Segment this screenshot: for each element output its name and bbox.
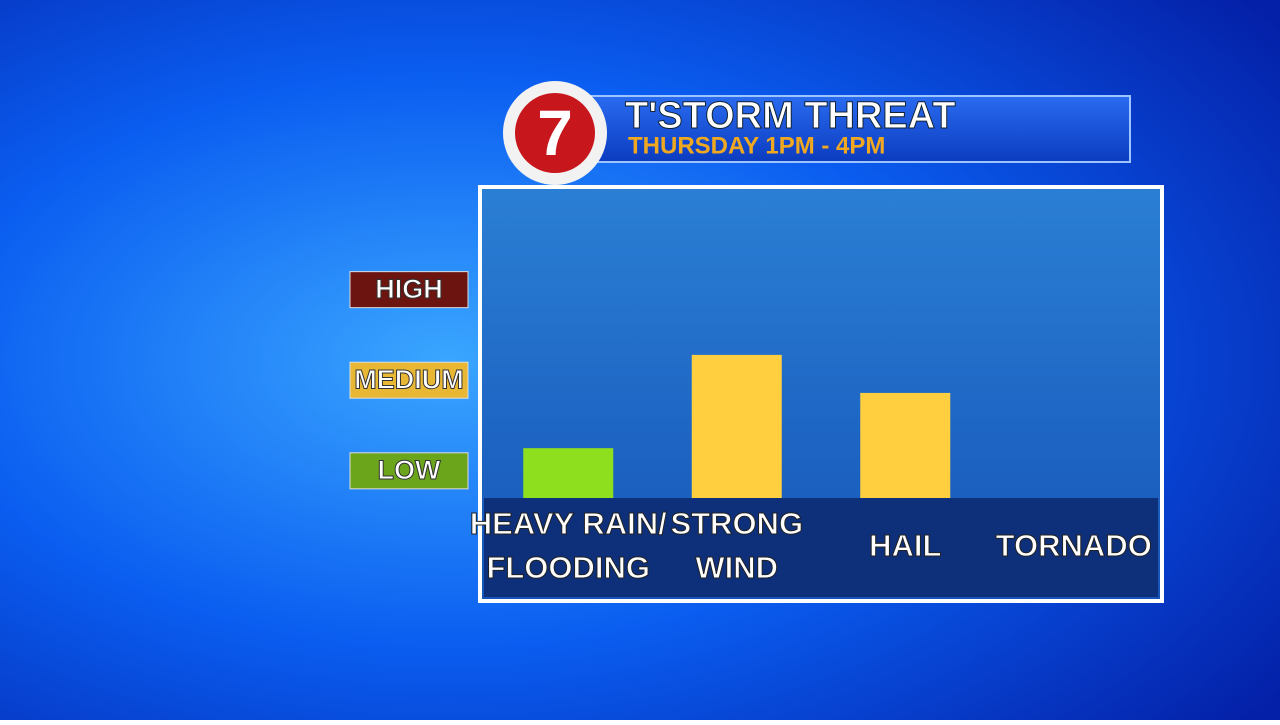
bar [523,448,614,498]
chart-title: T'STORM THREAT [625,95,956,137]
y-tick-label: LOW [378,455,441,485]
logo: 7 [537,97,573,169]
title-banner [589,95,1131,163]
x-tick-label: WIND [695,550,778,585]
y-tick-box [349,361,469,399]
x-tick-label: HAIL [869,528,941,563]
x-tick-label: FLOODING [486,550,650,585]
x-tick-label: HEAVY RAIN/ [470,506,667,541]
label-strip [484,498,1158,597]
logo-disc [515,93,595,173]
y-tick-label: MEDIUM [354,364,464,394]
x-tick-label: STRONG [670,506,803,541]
y-tick-box [349,271,469,309]
y-tick-label: HIGH [375,274,443,304]
bar [860,392,951,498]
x-tick-label: TORNADO [996,528,1152,563]
bar [691,354,782,498]
chart-subtitle: THURSDAY 1PM - 4PM [628,132,885,159]
y-tick-box [349,452,469,490]
